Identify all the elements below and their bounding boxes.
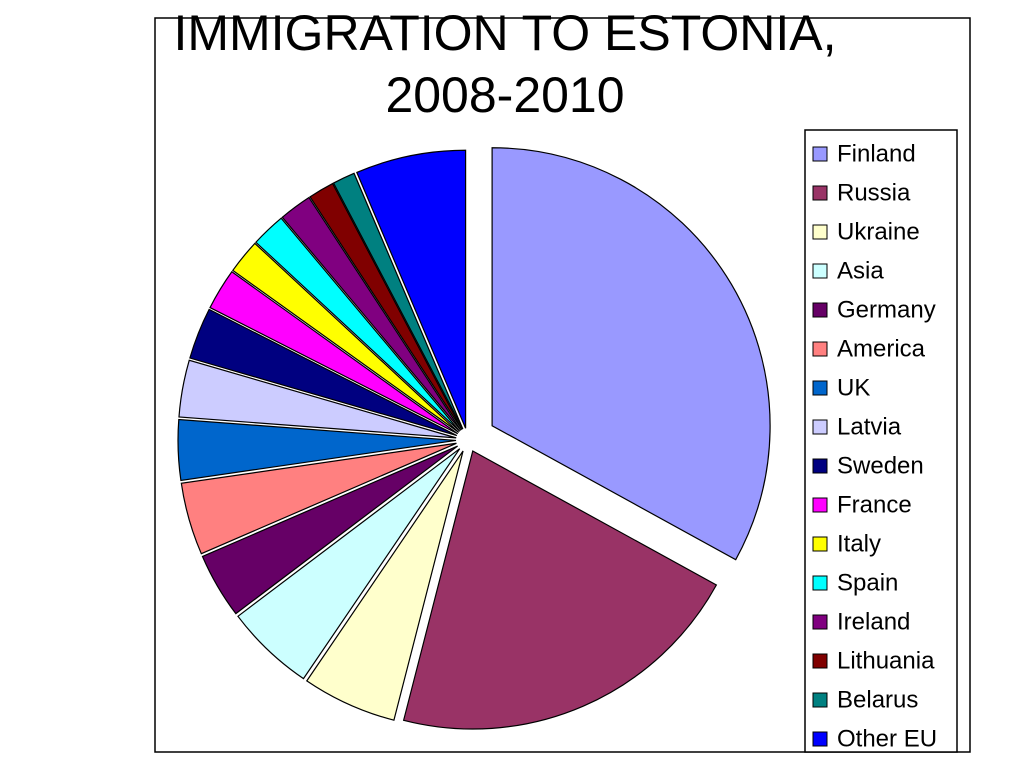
pie-slice bbox=[402, 450, 718, 730]
pie-slice bbox=[209, 270, 459, 435]
legend-swatch bbox=[812, 614, 828, 630]
legend: Finland Russia Ukraine Asia Germany America UK… bbox=[812, 140, 937, 752]
pie-slice bbox=[189, 308, 458, 437]
plot-frame bbox=[154, 17, 971, 753]
legend-swatch bbox=[812, 263, 828, 279]
pie-slice bbox=[255, 217, 461, 432]
legend-swatch bbox=[812, 419, 828, 435]
pie-slice bbox=[178, 359, 457, 439]
legend-label: Germany bbox=[837, 296, 936, 323]
legend-swatch bbox=[812, 185, 828, 201]
pie-slice bbox=[237, 448, 461, 680]
pie bbox=[177, 147, 771, 730]
legend-swatch bbox=[812, 692, 828, 708]
legend-label: Spain bbox=[837, 569, 898, 596]
legend-swatch bbox=[812, 575, 828, 591]
legend-label: UK bbox=[837, 374, 870, 401]
legend-swatch bbox=[812, 224, 828, 240]
pie-slice bbox=[356, 149, 467, 429]
pie-slice bbox=[305, 450, 464, 721]
pie-slice bbox=[177, 418, 457, 482]
legend-swatch bbox=[812, 497, 828, 513]
legend-swatch bbox=[812, 146, 828, 162]
legend-label: Belarus bbox=[837, 686, 918, 713]
legend-label: Ukraine bbox=[837, 218, 920, 245]
legend-box bbox=[804, 129, 958, 753]
legend-label: Sweden bbox=[837, 452, 924, 479]
pie-slice bbox=[332, 172, 464, 430]
legend-swatch bbox=[812, 458, 828, 474]
pie-slice bbox=[309, 182, 463, 430]
pie-slice bbox=[201, 445, 458, 615]
legend-label: Italy bbox=[837, 530, 881, 557]
legend-label: France bbox=[837, 491, 912, 518]
legend-swatch bbox=[812, 731, 828, 747]
legend-label: Latvia bbox=[837, 413, 902, 440]
legend-swatch bbox=[812, 380, 828, 396]
pie-slice bbox=[491, 147, 771, 561]
legend-swatch bbox=[812, 536, 828, 552]
legend-label: Ireland bbox=[837, 608, 910, 635]
legend-swatch bbox=[812, 302, 828, 318]
legend-label: Russia bbox=[837, 179, 911, 206]
pie-slice bbox=[180, 442, 457, 555]
pie-slice bbox=[281, 196, 462, 431]
legend-label: Other EU bbox=[837, 725, 937, 752]
legend-swatch bbox=[812, 653, 828, 669]
legend-swatch bbox=[812, 341, 828, 357]
legend-label: America bbox=[837, 335, 926, 362]
legend-label: Asia bbox=[837, 257, 884, 284]
legend-label: Lithuania bbox=[837, 647, 935, 674]
chart-title: IMMIGRATION TO ESTONIA, 2008-2010 bbox=[173, 5, 837, 123]
legend-label: Finland bbox=[837, 140, 916, 167]
pie-slice bbox=[231, 242, 460, 433]
